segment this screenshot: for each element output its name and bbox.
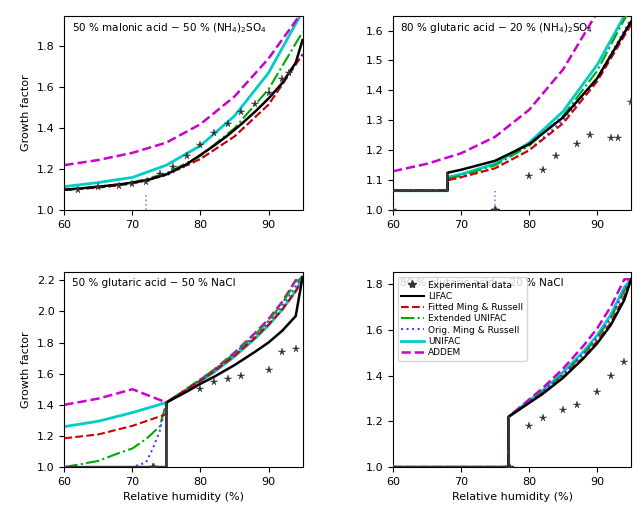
Y-axis label: Growth factor: Growth factor — [21, 332, 32, 408]
Y-axis label: Growth factor: Growth factor — [21, 75, 32, 151]
Text: 80 % glutaric acid − 20 % (NH$_4$)$_2$SO$_4$: 80 % glutaric acid − 20 % (NH$_4$)$_2$SO… — [400, 21, 593, 35]
X-axis label: Relative humidity (%): Relative humidity (%) — [123, 493, 244, 502]
Text: 80 % glutaric acid − 20 % NaCl: 80 % glutaric acid − 20 % NaCl — [400, 278, 564, 289]
Legend: Experimental data, LIFAC, Fitted Ming & Russell, Extended UNIFAC, Orig. Ming & R: Experimental data, LIFAC, Fitted Ming & … — [397, 277, 527, 361]
Text: 50 % glutaric acid − 50 % NaCl: 50 % glutaric acid − 50 % NaCl — [71, 278, 235, 289]
X-axis label: Relative humidity (%): Relative humidity (%) — [451, 493, 573, 502]
Text: 50 % malonic acid − 50 % (NH$_4$)$_2$SO$_4$: 50 % malonic acid − 50 % (NH$_4$)$_2$SO$… — [71, 21, 266, 35]
